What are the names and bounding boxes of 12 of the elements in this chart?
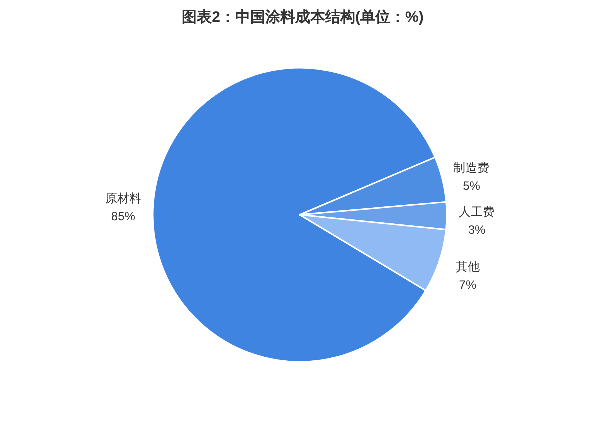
data-label: 5% bbox=[463, 179, 481, 194]
pie-slice bbox=[299, 156, 448, 216]
slice-label: 原材料 bbox=[105, 192, 142, 206]
slice-label: 其他 bbox=[456, 260, 480, 274]
chart-title: 图表2：中国涂料成本结构(单位：%) bbox=[182, 9, 424, 26]
pie-slice bbox=[299, 201, 448, 231]
data-label: 85% bbox=[111, 210, 136, 224]
data-label: 7% bbox=[459, 278, 477, 292]
data-label: 3% bbox=[468, 223, 486, 238]
slice-label: 人工费 bbox=[458, 205, 495, 220]
slice-label: 制造费 bbox=[454, 161, 490, 176]
pie-slice bbox=[299, 214, 447, 292]
